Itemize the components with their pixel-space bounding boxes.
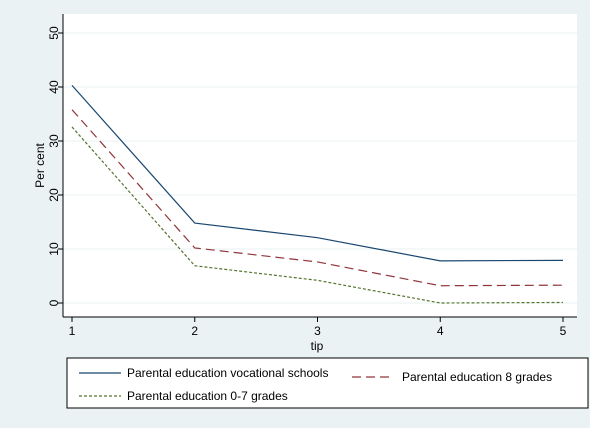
legend-item-8-grades: Parental education 8 grades — [352, 370, 552, 384]
series-lines — [71, 84, 564, 304]
x-tick-label: 5 — [560, 324, 567, 338]
series-line — [71, 109, 564, 287]
legend-label-0-7-grades: Parental education 0-7 grades — [127, 389, 288, 403]
x-axis-title: tip — [311, 339, 324, 353]
legend-label-8-grades: Parental education 8 grades — [402, 370, 552, 384]
x-tick-label: 1 — [69, 324, 76, 338]
x-tick-label: 3 — [314, 324, 321, 338]
series-line — [71, 84, 564, 262]
x-tick-label: 2 — [191, 324, 198, 338]
legend: Parental education vocational schools Pa… — [66, 357, 589, 409]
y-tick-label: 0 — [47, 299, 61, 306]
y-tick-label: 30 — [47, 134, 61, 148]
legend-label-vocational: Parental education vocational schools — [127, 366, 328, 380]
legend-box — [66, 357, 589, 409]
y-tick-label: 40 — [47, 80, 61, 94]
legend-item-0-7-grades: Parental education 0-7 grades — [79, 389, 288, 403]
y-axis-title: Per cent — [33, 142, 47, 187]
y-tick-label: 50 — [47, 26, 61, 40]
x-tick-label: 4 — [437, 324, 444, 338]
y-tick-label: 10 — [47, 242, 61, 256]
plot-area — [63, 14, 577, 317]
y-tick-label: 20 — [47, 188, 61, 202]
y-axis-ticks: 0 10 20 30 40 50 — [47, 26, 63, 306]
axes — [62, 14, 577, 318]
grid-lines — [63, 32, 577, 304]
x-axis-ticks: 1 2 3 4 5 — [69, 317, 567, 338]
legend-item-vocational: Parental education vocational schools — [79, 366, 328, 380]
